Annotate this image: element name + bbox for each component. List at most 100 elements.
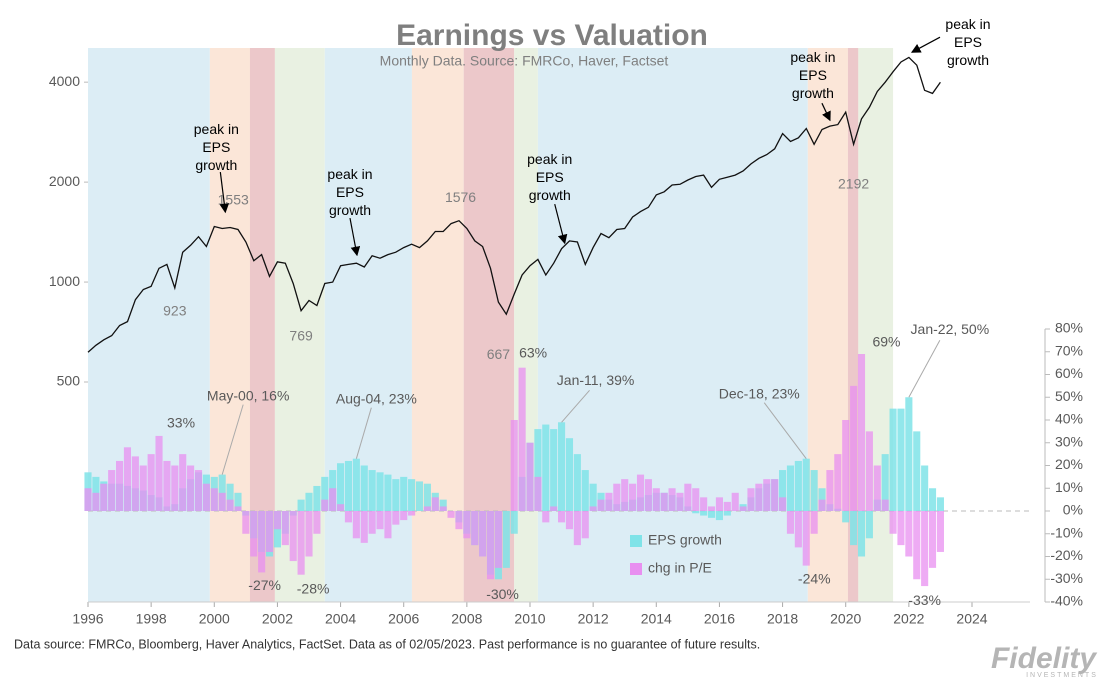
bar (889, 511, 897, 534)
callout-text: Dec-18, 23% (719, 385, 800, 401)
bar (518, 367, 526, 511)
bar (376, 472, 384, 511)
bar (707, 506, 716, 511)
bar (700, 497, 708, 511)
bar (550, 429, 558, 511)
bar (234, 492, 242, 511)
bar (692, 488, 700, 511)
x-tick-label: 2014 (641, 611, 672, 627)
bar (352, 511, 360, 539)
bar (265, 511, 274, 552)
bar (226, 483, 234, 511)
bar (494, 511, 502, 568)
bar (873, 465, 881, 511)
bar (605, 492, 613, 511)
bar (510, 511, 518, 534)
callout-arrow (554, 203, 568, 245)
bar (723, 511, 731, 516)
bar (147, 454, 155, 511)
y2-tick-label: 20% (1055, 456, 1083, 472)
bar (210, 488, 218, 511)
bar (123, 447, 132, 511)
bar (368, 470, 376, 511)
bar (581, 470, 589, 511)
bar (889, 408, 897, 511)
x-tick-label: 2010 (514, 611, 545, 627)
point-label: 1553 (218, 191, 249, 207)
point-label: 33% (167, 415, 195, 431)
bar (928, 488, 937, 511)
bar (802, 511, 810, 566)
bar (510, 420, 518, 511)
callout-text: growth (792, 85, 834, 101)
bar (786, 511, 795, 534)
bar (479, 511, 487, 557)
x-tick-label: 2018 (767, 611, 798, 627)
bar (597, 499, 605, 511)
bar (321, 476, 329, 511)
y2-tick-label: -30% (1050, 570, 1083, 586)
bar (542, 424, 550, 511)
bar (676, 492, 684, 511)
callout-text: Jan-11, 39% (557, 372, 635, 388)
bar (842, 420, 850, 511)
bar (344, 460, 353, 511)
callout-text: growth (329, 202, 371, 218)
callout-text: peak in (790, 49, 835, 65)
footer-note: Data source: FMRCo, Bloomberg, Haver Ana… (14, 637, 760, 651)
bar (376, 511, 384, 530)
bar (329, 488, 337, 511)
legend-swatch (630, 563, 642, 575)
bar (921, 511, 929, 587)
bar (723, 501, 731, 511)
bar (771, 479, 779, 511)
point-label: 1576 (445, 189, 476, 205)
y2-tick-label: 80% (1055, 320, 1083, 336)
point-label: -27% (248, 577, 281, 593)
bar (692, 511, 700, 514)
bar (668, 488, 676, 511)
y-tick-label: 4000 (49, 73, 80, 89)
bar (589, 483, 597, 511)
bar (865, 431, 873, 511)
callout-leader (561, 389, 590, 423)
bar (573, 454, 581, 511)
bar (392, 511, 400, 525)
bar (400, 476, 408, 511)
callout-text: peak in (327, 166, 372, 182)
callout-leader (221, 404, 244, 475)
bar (131, 456, 139, 511)
bar (921, 465, 929, 511)
x-tick-label: 2008 (451, 611, 482, 627)
bar (818, 499, 826, 511)
bar (234, 506, 242, 511)
bar (913, 431, 921, 511)
bar (337, 504, 345, 511)
y2-tick-label: 40% (1055, 411, 1083, 427)
bar (155, 435, 163, 511)
brand-name: Fidelity (991, 642, 1097, 675)
bar (715, 511, 723, 521)
point-label: 69% (872, 334, 900, 350)
bar (305, 492, 313, 511)
callout-text: growth (529, 187, 571, 203)
bar (447, 511, 455, 518)
bar (779, 470, 787, 511)
point-label: -33% (908, 592, 941, 608)
bar (573, 511, 581, 546)
bar (100, 483, 108, 511)
bar (400, 511, 408, 521)
shaded-region (514, 48, 538, 602)
bar (250, 511, 258, 557)
legend-swatch (630, 535, 642, 547)
bar (384, 511, 392, 539)
x-tick-label: 1998 (136, 611, 167, 627)
y2-tick-label: 0% (1063, 502, 1083, 518)
bar (621, 479, 629, 511)
shaded-region (463, 48, 515, 602)
bar (455, 511, 463, 530)
callout-text: Aug-04, 23% (336, 390, 417, 406)
brand-sub: INVESTMENTS (1026, 672, 1098, 679)
